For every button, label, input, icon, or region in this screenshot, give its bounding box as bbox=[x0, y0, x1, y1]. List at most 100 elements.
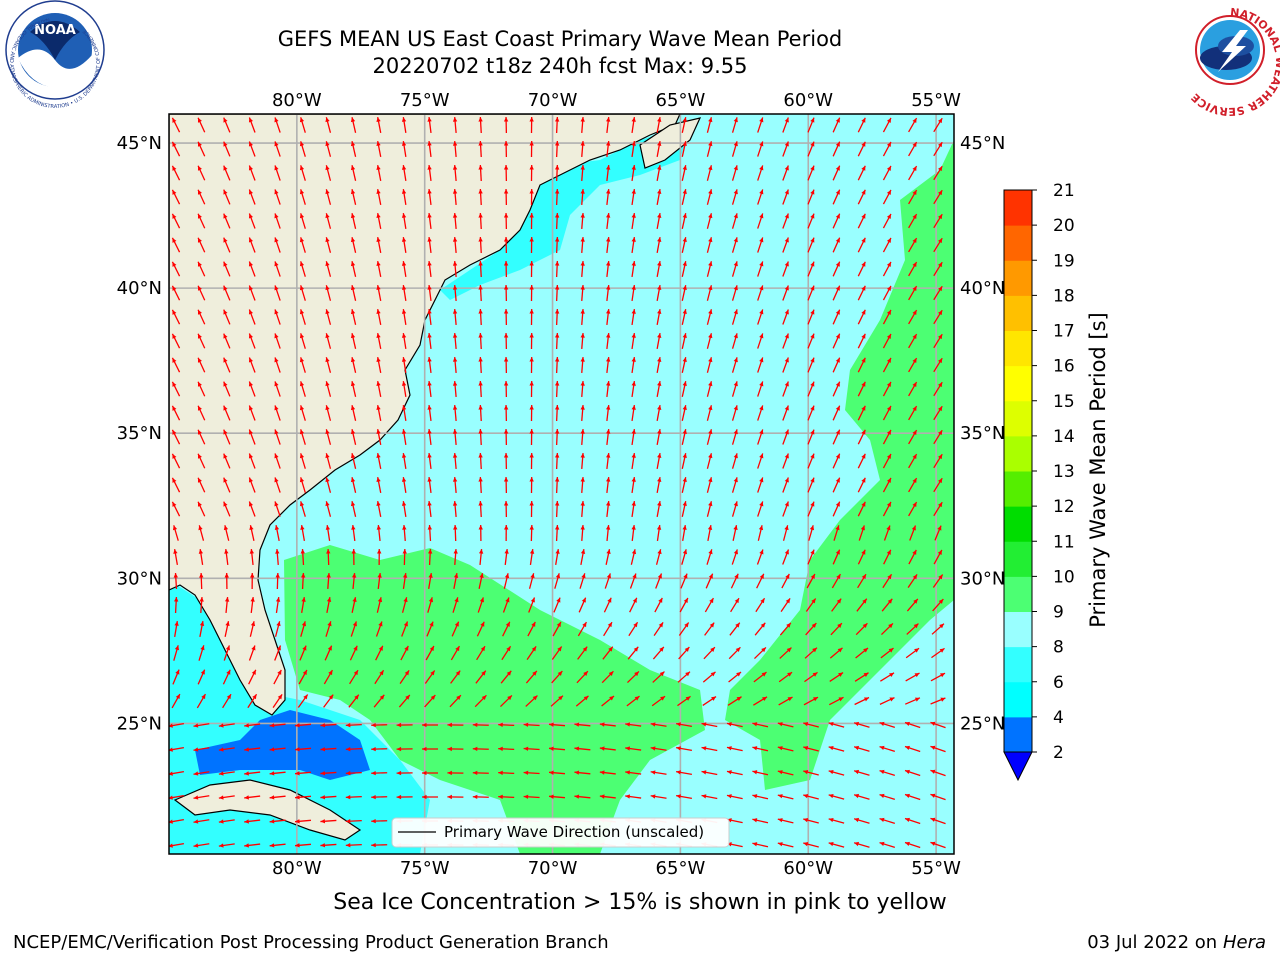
wave-arrow bbox=[727, 696, 742, 706]
wave-arrow bbox=[706, 237, 713, 253]
wave-arrow bbox=[171, 309, 181, 325]
wave-arrow bbox=[173, 549, 179, 565]
wave-arrow bbox=[555, 524, 560, 542]
wave-arrow bbox=[478, 428, 483, 446]
wave-arrow bbox=[554, 188, 560, 206]
wave-arrow bbox=[730, 573, 739, 589]
wave-arrow bbox=[452, 260, 458, 278]
wave-arrow bbox=[883, 549, 892, 565]
wave-arrow bbox=[350, 165, 357, 181]
wave-arrow bbox=[218, 771, 235, 776]
wave-arrow bbox=[933, 405, 943, 421]
wave-arrow bbox=[580, 164, 585, 182]
wave-arrow bbox=[427, 476, 432, 494]
wave-arrow bbox=[677, 695, 691, 707]
wave-arrow bbox=[275, 572, 280, 590]
lon-tick-label: 65°W bbox=[656, 90, 706, 111]
wave-arrow bbox=[171, 285, 181, 301]
wave-arrow bbox=[452, 116, 458, 134]
wave-arrow bbox=[704, 597, 714, 613]
colorbar: 2 4 6 8 9 10 11 12 13 14 15 16 17 18 19 20 21 bbox=[1003, 181, 1075, 782]
lat-tick-label: 30°N bbox=[117, 568, 162, 589]
wave-arrow bbox=[529, 116, 534, 134]
wave-arrow bbox=[580, 476, 585, 494]
wave-arrow bbox=[529, 164, 534, 182]
wave-arrow bbox=[782, 357, 789, 373]
wave-arrow bbox=[250, 572, 255, 590]
wave-arrow bbox=[325, 213, 332, 229]
wave-arrow bbox=[197, 189, 206, 205]
wave-arrow bbox=[807, 429, 815, 445]
wave-arrow bbox=[879, 721, 896, 729]
wave-arrow bbox=[656, 237, 662, 253]
wave-arrow bbox=[606, 140, 611, 158]
wave-arrow bbox=[376, 429, 382, 445]
wave-arrow bbox=[606, 308, 611, 326]
wave-arrow bbox=[681, 453, 687, 469]
wave-arrow bbox=[525, 695, 538, 707]
wave-arrow bbox=[402, 524, 407, 542]
wave-arrow bbox=[706, 453, 713, 469]
wave-arrow bbox=[606, 164, 611, 182]
wave-arrow bbox=[421, 770, 439, 776]
wave-arrow bbox=[625, 794, 642, 799]
wave-arrow bbox=[807, 453, 815, 469]
wave-arrow bbox=[529, 476, 534, 494]
wave-arrow bbox=[453, 573, 459, 589]
wave-arrow bbox=[881, 598, 893, 612]
wave-arrow bbox=[193, 795, 210, 800]
wave-arrow bbox=[652, 646, 665, 660]
wave-arrow bbox=[421, 722, 439, 728]
wave-arrow bbox=[371, 746, 388, 752]
wave-arrow bbox=[676, 770, 692, 775]
wave-arrow bbox=[930, 793, 946, 801]
wave-arrow bbox=[503, 284, 509, 302]
wave-arrow bbox=[803, 842, 819, 848]
wave-arrow bbox=[401, 452, 407, 470]
wave-arrow bbox=[503, 428, 509, 446]
wave-arrow bbox=[554, 428, 560, 446]
wave-arrow bbox=[882, 165, 892, 181]
wave-arrow bbox=[197, 333, 206, 349]
wave-arrow bbox=[427, 428, 432, 446]
map-frame bbox=[168, 113, 955, 855]
wave-arrow bbox=[452, 380, 458, 398]
wave-arrow bbox=[323, 669, 333, 685]
wave-arrow bbox=[248, 189, 256, 205]
wave-arrow bbox=[933, 117, 943, 133]
wave-arrow bbox=[171, 501, 181, 517]
wave-arrow bbox=[427, 308, 432, 326]
wave-arrow bbox=[857, 549, 866, 565]
wave-arrow bbox=[650, 746, 667, 751]
lat-tick-label: 40°N bbox=[960, 278, 1005, 299]
wave-arrow bbox=[731, 477, 738, 493]
wave-arrow bbox=[350, 333, 357, 349]
wave-arrow bbox=[625, 722, 642, 727]
wave-arrow bbox=[757, 285, 764, 301]
wave-arrow bbox=[782, 405, 789, 421]
wave-arrow bbox=[320, 819, 337, 824]
wave-arrow bbox=[478, 548, 484, 566]
wave-arrow bbox=[933, 429, 943, 445]
wave-arrow bbox=[529, 452, 534, 470]
wave-arrow bbox=[650, 722, 667, 727]
wave-arrow bbox=[377, 548, 382, 566]
wave-arrow bbox=[398, 694, 411, 708]
wave-arrow bbox=[427, 188, 432, 206]
wave-arrow bbox=[274, 237, 281, 253]
wave-arrow bbox=[350, 357, 357, 373]
wave-arrow bbox=[447, 770, 464, 776]
wave-arrow bbox=[753, 671, 767, 683]
wave-arrow bbox=[757, 453, 764, 469]
wave-arrow bbox=[523, 794, 540, 799]
wave-arrow bbox=[931, 647, 945, 659]
wave-arrow bbox=[427, 356, 432, 374]
wave-arrow bbox=[731, 189, 738, 205]
wave-arrow bbox=[529, 308, 534, 326]
wave-arrow bbox=[173, 572, 178, 590]
wave-arrow bbox=[631, 380, 636, 398]
wave-arrow bbox=[853, 841, 870, 848]
wave-arrow bbox=[656, 333, 662, 349]
wave-arrow bbox=[475, 670, 487, 684]
wave-arrow bbox=[857, 189, 866, 205]
